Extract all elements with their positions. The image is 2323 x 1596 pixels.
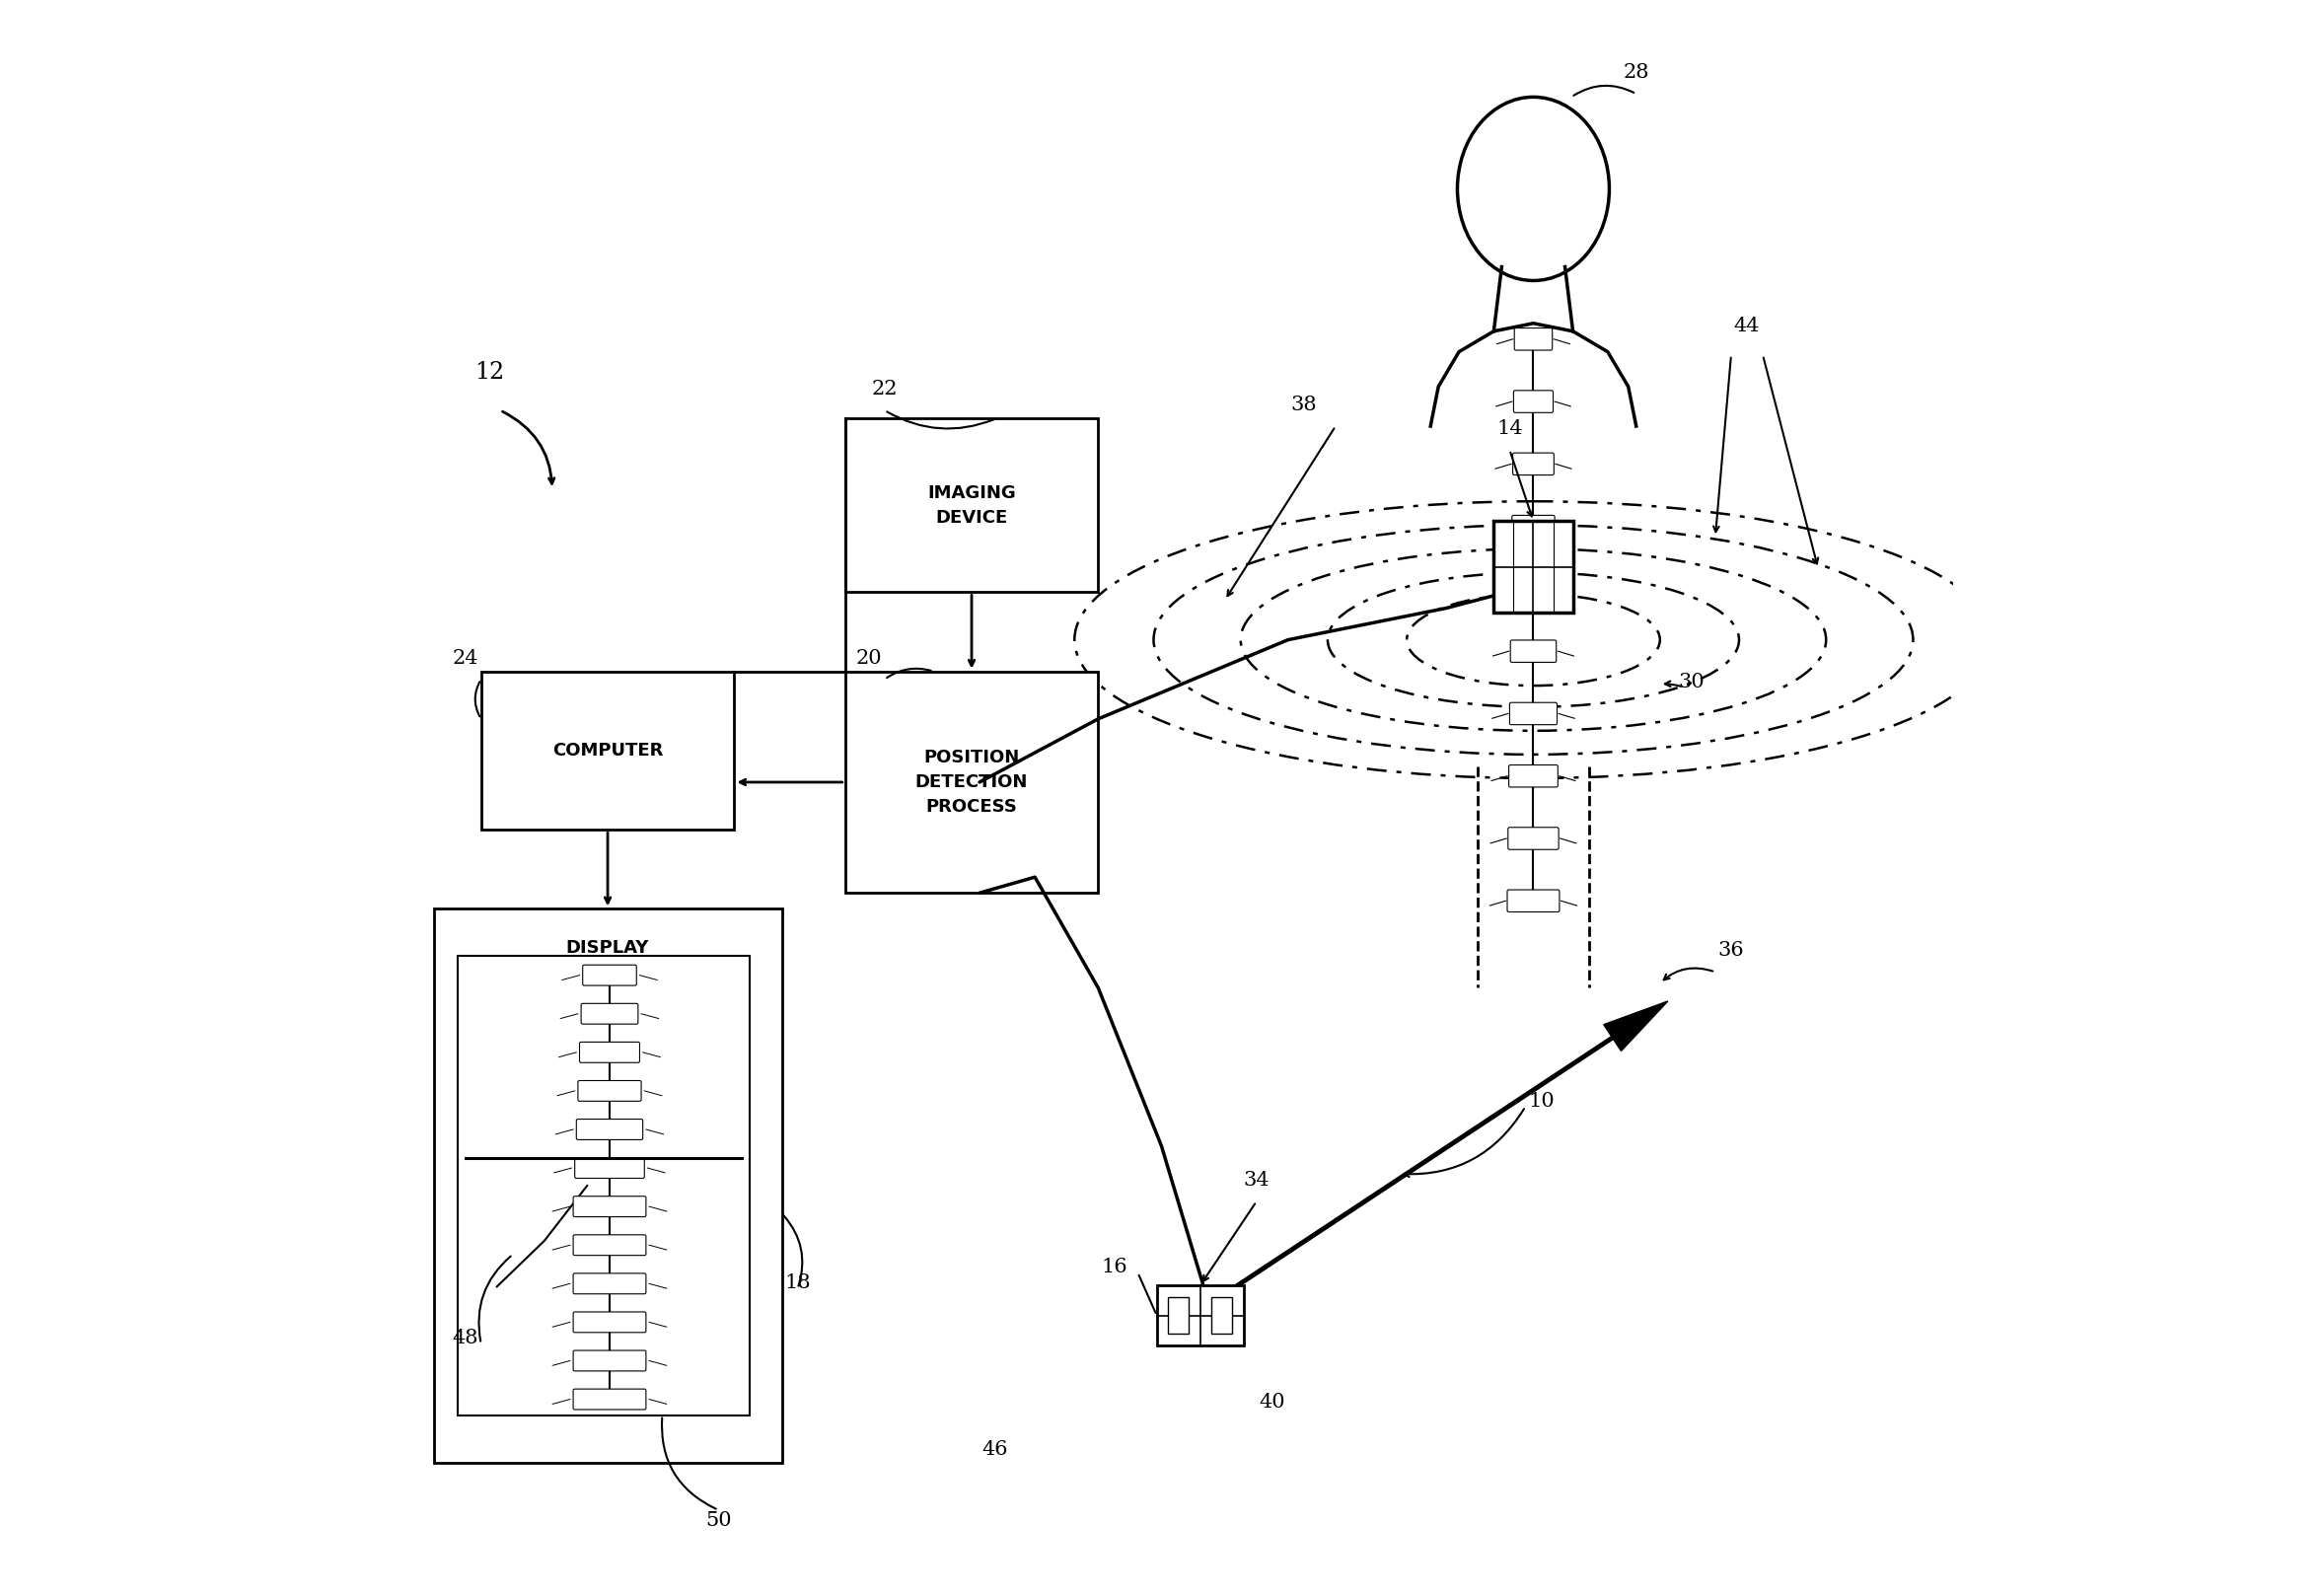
FancyBboxPatch shape	[1213, 1298, 1234, 1333]
FancyBboxPatch shape	[581, 1004, 639, 1025]
Text: 36: 36	[1719, 942, 1745, 961]
FancyBboxPatch shape	[574, 1312, 646, 1333]
Text: 20: 20	[855, 648, 883, 667]
FancyBboxPatch shape	[574, 1235, 646, 1256]
FancyBboxPatch shape	[1512, 453, 1554, 476]
FancyBboxPatch shape	[846, 672, 1099, 892]
FancyBboxPatch shape	[1510, 702, 1556, 725]
FancyBboxPatch shape	[846, 418, 1099, 592]
Text: 14: 14	[1496, 420, 1524, 437]
Text: 30: 30	[1680, 672, 1705, 691]
Text: 38: 38	[1292, 396, 1317, 415]
Text: 22: 22	[871, 380, 897, 399]
Text: DISPLAY: DISPLAY	[567, 940, 650, 958]
FancyBboxPatch shape	[1515, 329, 1552, 350]
FancyBboxPatch shape	[574, 1157, 643, 1178]
Text: 44: 44	[1733, 316, 1761, 335]
Text: 48: 48	[453, 1329, 479, 1349]
FancyBboxPatch shape	[1168, 1298, 1189, 1333]
FancyBboxPatch shape	[578, 1080, 641, 1101]
Text: 18: 18	[785, 1274, 811, 1293]
Text: 46: 46	[983, 1440, 1008, 1459]
Text: 34: 34	[1243, 1171, 1271, 1189]
FancyBboxPatch shape	[1508, 827, 1559, 849]
FancyBboxPatch shape	[578, 1042, 639, 1063]
FancyBboxPatch shape	[1508, 891, 1559, 911]
Text: 24: 24	[453, 648, 479, 667]
FancyBboxPatch shape	[458, 956, 750, 1416]
FancyBboxPatch shape	[574, 1350, 646, 1371]
Text: 16: 16	[1101, 1258, 1127, 1277]
FancyBboxPatch shape	[583, 966, 637, 985]
FancyBboxPatch shape	[1512, 578, 1556, 600]
Text: 28: 28	[1624, 64, 1649, 81]
FancyBboxPatch shape	[574, 1197, 646, 1216]
FancyBboxPatch shape	[574, 1274, 646, 1294]
Text: 10: 10	[1529, 1092, 1554, 1111]
Text: 40: 40	[1259, 1392, 1285, 1411]
FancyBboxPatch shape	[574, 1389, 646, 1409]
Text: 12: 12	[474, 361, 504, 383]
FancyBboxPatch shape	[481, 672, 734, 830]
FancyBboxPatch shape	[1157, 1285, 1243, 1345]
Text: 50: 50	[706, 1511, 732, 1531]
FancyBboxPatch shape	[1510, 764, 1559, 787]
FancyBboxPatch shape	[576, 1119, 643, 1140]
FancyBboxPatch shape	[434, 908, 783, 1462]
FancyBboxPatch shape	[1510, 640, 1556, 662]
FancyBboxPatch shape	[1515, 391, 1554, 413]
Text: IMAGING
DEVICE: IMAGING DEVICE	[927, 484, 1015, 527]
FancyBboxPatch shape	[1512, 516, 1554, 538]
Text: COMPUTER: COMPUTER	[553, 742, 662, 760]
Polygon shape	[1603, 1001, 1668, 1052]
Text: POSITION
DETECTION
PROCESS: POSITION DETECTION PROCESS	[915, 749, 1029, 816]
FancyBboxPatch shape	[1494, 522, 1573, 613]
